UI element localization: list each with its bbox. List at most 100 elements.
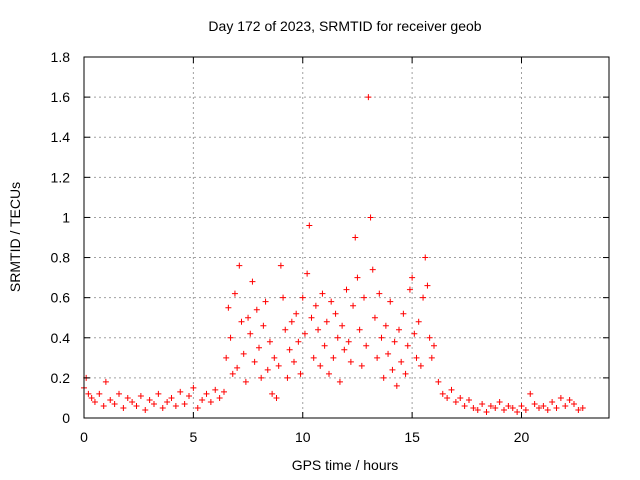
data-point <box>164 398 171 405</box>
data-point <box>378 334 385 341</box>
data-point <box>385 350 392 357</box>
data-point <box>288 318 295 325</box>
data-point <box>361 294 367 301</box>
data-point <box>269 390 276 397</box>
data-point <box>301 330 308 337</box>
data-point <box>413 354 420 361</box>
data-point <box>479 400 486 407</box>
y-tick-label: 0.2 <box>51 370 71 386</box>
data-point <box>240 350 247 357</box>
y-tick-label: 1.8 <box>51 49 71 65</box>
x-tick-label: 0 <box>80 429 88 445</box>
data-point <box>334 334 341 341</box>
data-point <box>474 406 481 413</box>
data-point <box>299 294 306 301</box>
data-point <box>286 346 293 353</box>
y-axis-label: SRMTID / TECUs <box>7 182 23 292</box>
data-point <box>411 330 418 337</box>
data-point <box>310 354 317 361</box>
data-point <box>264 366 271 373</box>
data-point <box>400 310 407 317</box>
data-point <box>544 406 551 413</box>
data-point <box>571 400 577 407</box>
data-point <box>245 314 252 321</box>
data-point <box>540 402 547 409</box>
data-point <box>428 354 435 361</box>
data-point <box>262 298 269 305</box>
chart-title: Day 172 of 2023, SRMTID for receiver geo… <box>208 18 481 34</box>
data-point <box>398 358 405 365</box>
data-point <box>354 274 361 281</box>
data-point <box>142 406 149 413</box>
data-point <box>321 342 328 349</box>
data-point <box>371 314 378 321</box>
data-point <box>212 386 219 393</box>
data-point <box>505 402 512 409</box>
x-tick-label: 15 <box>404 429 420 445</box>
data-point <box>549 398 556 405</box>
data-point <box>282 326 289 333</box>
data-point <box>343 286 350 293</box>
data-point <box>374 354 381 361</box>
data-point <box>277 262 284 269</box>
data-point <box>124 394 131 401</box>
data-point <box>380 374 387 381</box>
data-point <box>231 290 238 297</box>
data-point <box>186 392 192 399</box>
y-tick-labels: 0 0.2 0.4 0.6 0.8 1 1.2 1.4 1.6 1.8 <box>51 49 71 426</box>
data-point <box>159 404 166 411</box>
data-point <box>168 394 175 401</box>
data-point <box>404 342 411 349</box>
data-point <box>367 214 374 221</box>
data-point <box>315 326 322 333</box>
data-point <box>492 404 499 411</box>
data-point <box>203 390 210 397</box>
x-tick-label: 5 <box>189 429 197 445</box>
data-point <box>312 302 319 309</box>
data-point <box>382 322 389 329</box>
data-point <box>102 378 109 385</box>
data-point <box>466 396 472 403</box>
data-point <box>216 394 223 401</box>
data-point <box>251 358 258 365</box>
y-tick-label: 0 <box>62 410 70 426</box>
data-point <box>116 390 122 397</box>
x-tick-labels: 0 5 10 15 20 <box>80 429 529 445</box>
data-point <box>417 362 424 369</box>
data-point <box>295 338 302 345</box>
x-axis-label: GPS time / hours <box>292 457 399 473</box>
data-point <box>242 378 249 385</box>
data-point <box>501 406 507 413</box>
data-point <box>435 378 442 385</box>
data-point <box>297 370 304 377</box>
data-point <box>234 364 241 371</box>
data-point <box>444 394 451 401</box>
data-point <box>356 326 363 333</box>
data-point <box>151 400 157 407</box>
data-point <box>339 322 346 329</box>
data-point <box>391 338 398 345</box>
data-points <box>81 94 586 415</box>
data-point <box>376 290 383 297</box>
data-point <box>439 390 446 397</box>
data-point <box>253 306 260 313</box>
data-point <box>358 362 365 369</box>
data-point <box>562 402 569 409</box>
data-point <box>575 406 582 413</box>
data-point <box>330 354 337 361</box>
data-point <box>247 330 254 337</box>
data-point <box>304 270 311 277</box>
data-point <box>389 366 396 373</box>
data-point <box>271 354 278 361</box>
x-tick-label: 10 <box>295 429 311 445</box>
data-point <box>487 402 494 409</box>
axis-ticks <box>83 56 609 419</box>
data-point <box>470 404 477 411</box>
y-tick-label: 1.6 <box>51 89 71 105</box>
data-point <box>420 294 427 301</box>
data-point <box>409 274 416 281</box>
data-point <box>514 408 521 415</box>
data-point <box>293 310 300 317</box>
data-point <box>107 396 114 403</box>
data-point <box>256 344 262 351</box>
